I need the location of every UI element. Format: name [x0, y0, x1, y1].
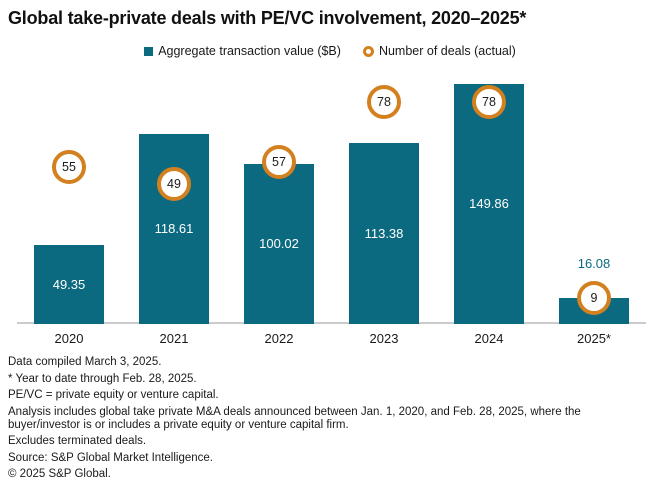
bar-value-label: 100.02	[259, 236, 299, 251]
footnote-analysis-scope: Analysis includes global take private M&…	[8, 405, 581, 431]
teal-square-icon	[144, 46, 154, 56]
x-axis-label: 2020	[54, 331, 84, 346]
bar-value-label: 16.08	[577, 256, 611, 271]
x-axis-label: 2024	[474, 331, 504, 346]
deal-count-badge: 78	[367, 85, 401, 119]
x-axis-label: 2022	[264, 331, 294, 346]
legend-item-deal-count: Number of deals (actual)	[362, 44, 516, 58]
deal-count-badge: 78	[472, 85, 506, 119]
x-axis-label: 2025*	[577, 331, 611, 346]
legend: Aggregate transaction value ($B) Number …	[0, 44, 660, 58]
bar-2021	[139, 134, 209, 324]
x-axis-line	[17, 322, 646, 324]
legend-label: Number of deals (actual)	[378, 44, 516, 58]
deal-count-badge: 57	[262, 145, 296, 179]
bar-value-label: 149.86	[469, 196, 509, 211]
footnote-ytd: * Year to date through Feb. 28, 2025.	[8, 372, 197, 385]
bar-value-label: 113.38	[364, 225, 404, 241]
footnote-excludes-terminated: Excludes terminated deals.	[8, 435, 147, 447]
deal-count-badge: 55	[52, 150, 86, 184]
bar-2022	[244, 164, 314, 324]
footnote-pevc-definition: PE/VC = private equity or venture capita…	[8, 389, 219, 401]
bar-value-label: 49.35	[52, 276, 86, 292]
deal-count-badge: 9	[577, 281, 611, 315]
orange-ring-icon	[362, 45, 374, 57]
bar-2024	[454, 84, 524, 324]
x-axis-label: 2023	[369, 331, 399, 346]
legend-item-transaction-value: Aggregate transaction value ($B)	[144, 44, 341, 58]
chart-area: 55 49.35 2020 49 118.61 2021 57 100.02 2022 78 113…	[17, 84, 646, 346]
footnote-data-compiled: Data compiled March 3, 2025.	[8, 356, 162, 368]
footnote-source: Source: S&P Global Market Intelligence.	[8, 451, 213, 464]
footnotes: Data compiled March 3, 2025. * Year to d…	[8, 356, 653, 485]
deal-count-badge: 49	[157, 167, 191, 201]
x-axis-label: 2021	[159, 331, 189, 346]
bar-2020	[34, 245, 104, 324]
bar-value-label: 118.61	[154, 221, 194, 236]
legend-label: Aggregate transaction value ($B)	[158, 44, 341, 58]
bar-2023	[349, 143, 419, 324]
page-title: Global take-private deals with PE/VC inv…	[8, 8, 527, 28]
footnote-copyright: © 2025 S&P Global.	[8, 468, 111, 480]
